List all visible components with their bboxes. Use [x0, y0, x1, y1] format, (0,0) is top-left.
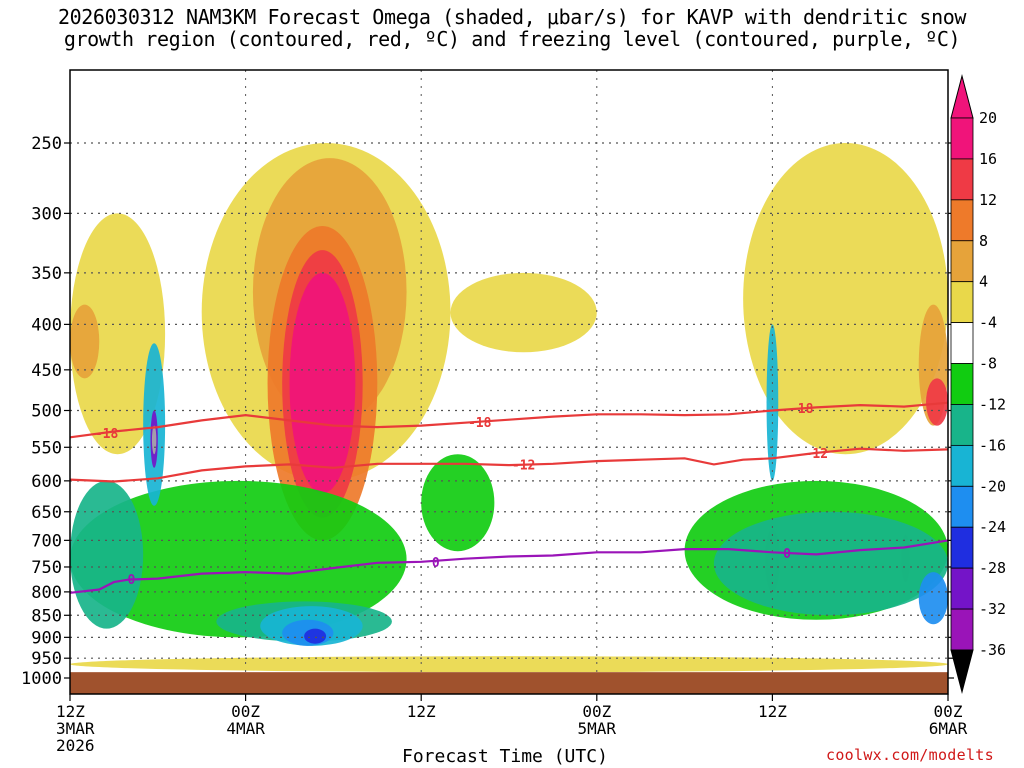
contour-freezing-0	[70, 539, 948, 594]
pressure-axis: 2503003504004505005506006507007508008509…	[21, 134, 954, 689]
colorbar-label-13: -36	[979, 641, 1006, 659]
xlabel-4-0: 12Z	[758, 702, 787, 721]
xlabel-5-1: 6MAR	[929, 719, 968, 738]
omega-region-24	[918, 572, 948, 625]
colorbar-bin-2	[950, 199, 974, 242]
omega-region-28	[70, 656, 948, 673]
ylabel-350: 350	[31, 264, 62, 284]
contour-label-dgz-minus12-0: -12	[512, 458, 535, 473]
colorbar-bin-3	[950, 240, 974, 283]
ylabel-950: 950	[31, 649, 62, 669]
contour-label-dgz-minus18-1: -18	[468, 416, 492, 431]
colorbar-bin-5	[950, 322, 974, 364]
omega-region-19	[713, 511, 948, 616]
xlabel-5-0: 00Z	[934, 702, 963, 721]
contour-dgz-minus12	[70, 447, 948, 483]
credit-link[interactable]: coolwx.com/modelts	[826, 746, 994, 764]
colorbar-bottom-triangle	[950, 649, 974, 694]
contour-label-dgz-minus18-0: -18	[95, 427, 119, 442]
ylabel-750: 750	[31, 558, 62, 578]
omega-region-3	[743, 143, 948, 455]
xlabel-0-1: 3MAR	[56, 719, 95, 738]
contour-label-freezing-0-0: 0	[128, 573, 136, 588]
omega-region-22	[766, 324, 779, 481]
ylabel-250: 250	[31, 134, 62, 154]
colorbar-label-10: -24	[979, 518, 1006, 536]
colorbar-bin-12	[950, 608, 974, 651]
temperature-contours: -18 -18 -18 -12 -12 0 0 0	[70, 401, 948, 594]
xlabel-1-0: 00Z	[231, 702, 260, 721]
omega-region-7	[289, 272, 356, 494]
colorbar-bin-11	[950, 567, 974, 610]
ylabel-550: 550	[31, 438, 62, 458]
colorbar-label-6: -8	[979, 355, 997, 373]
xlabel-0-2: 2026	[56, 736, 95, 755]
ylabel-850: 850	[31, 606, 62, 626]
colorbar-bin-8	[950, 444, 974, 487]
xlabel-2-0: 12Z	[407, 702, 436, 721]
contour-label-dgz-minus18-2: -18	[790, 402, 814, 417]
colorbar-label-12: -32	[979, 600, 1006, 618]
colorbar-bin-1	[950, 158, 974, 201]
x-axis-title: Forecast Time (UTC)	[402, 746, 608, 767]
omega-region-2	[450, 272, 597, 353]
ylabel-600: 600	[31, 472, 62, 492]
colorbar-label-8: -16	[979, 436, 1006, 454]
colorbar-bin-7	[950, 404, 974, 446]
plot-frame	[69, 69, 949, 695]
colorbar-label-11: -28	[979, 559, 1006, 577]
xlabel-3-0: 00Z	[582, 702, 611, 721]
omega-region-8	[70, 304, 100, 379]
colorbar-label-7: -12	[979, 395, 1006, 413]
chart-title-line-2: growth region (contoured, red, ºC) and f…	[63, 27, 961, 51]
chart-title: 2026030312 NAM3KM Forecast Omega (shaded…	[0, 6, 1024, 50]
omega-region-14	[70, 480, 407, 638]
ylabel-650: 650	[31, 503, 62, 523]
ylabel-300: 300	[31, 204, 62, 224]
colorbar-label-2: 12	[979, 191, 997, 209]
omega-region-17	[70, 480, 144, 629]
colorbar-bin-4	[950, 281, 974, 324]
xlabel-0-0: 12Z	[56, 702, 85, 721]
colorbar-label-0: 20	[979, 109, 997, 127]
ylabel-800: 800	[31, 583, 62, 603]
colorbar-bin-10	[950, 526, 974, 569]
ylabel-1000: 1000	[21, 669, 62, 689]
omega-shading	[70, 143, 948, 673]
ylabel-900: 900	[31, 628, 62, 648]
colorbar-label-3: 8	[979, 232, 988, 250]
colorbar-bin-9	[950, 485, 974, 528]
xlabel-1-1: 4MAR	[226, 719, 265, 738]
colorbar-label-9: -20	[979, 477, 1006, 495]
colorbar-label-1: 16	[979, 150, 997, 168]
omega-region-10	[926, 378, 948, 426]
omega-region-25	[304, 628, 327, 644]
omega-region-0	[70, 213, 166, 455]
colorbar-label-4: 4	[979, 273, 988, 291]
ylabel-700: 700	[31, 531, 62, 551]
ylabel-500: 500	[31, 402, 62, 422]
colorbar-bin-6	[950, 363, 974, 405]
contour-label-freezing-0-2: 0	[783, 547, 791, 562]
contour-label-dgz-minus12-1: -12	[805, 447, 828, 462]
colorbar-bin-0	[950, 117, 974, 160]
omega-colorbar: 20 16 12 8 4 -4 -8 -12 -16 -20 -24 -28 -32 -36	[950, 74, 1006, 694]
xlabel-3-1: 5MAR	[578, 719, 617, 738]
ylabel-450: 450	[31, 361, 62, 381]
chart-title-line-1: 2026030312 NAM3KM Forecast Omega (shaded…	[58, 5, 966, 29]
terrain-ground	[70, 672, 948, 694]
colorbar-label-5: -4	[979, 314, 997, 332]
omega-region-27	[151, 425, 157, 455]
colorbar-top-triangle	[950, 74, 974, 119]
omega-region-15	[421, 454, 495, 552]
contour-dgz-minus18	[70, 401, 948, 439]
ylabel-400: 400	[31, 315, 62, 335]
contour-label-freezing-0-1: 0	[432, 556, 440, 571]
